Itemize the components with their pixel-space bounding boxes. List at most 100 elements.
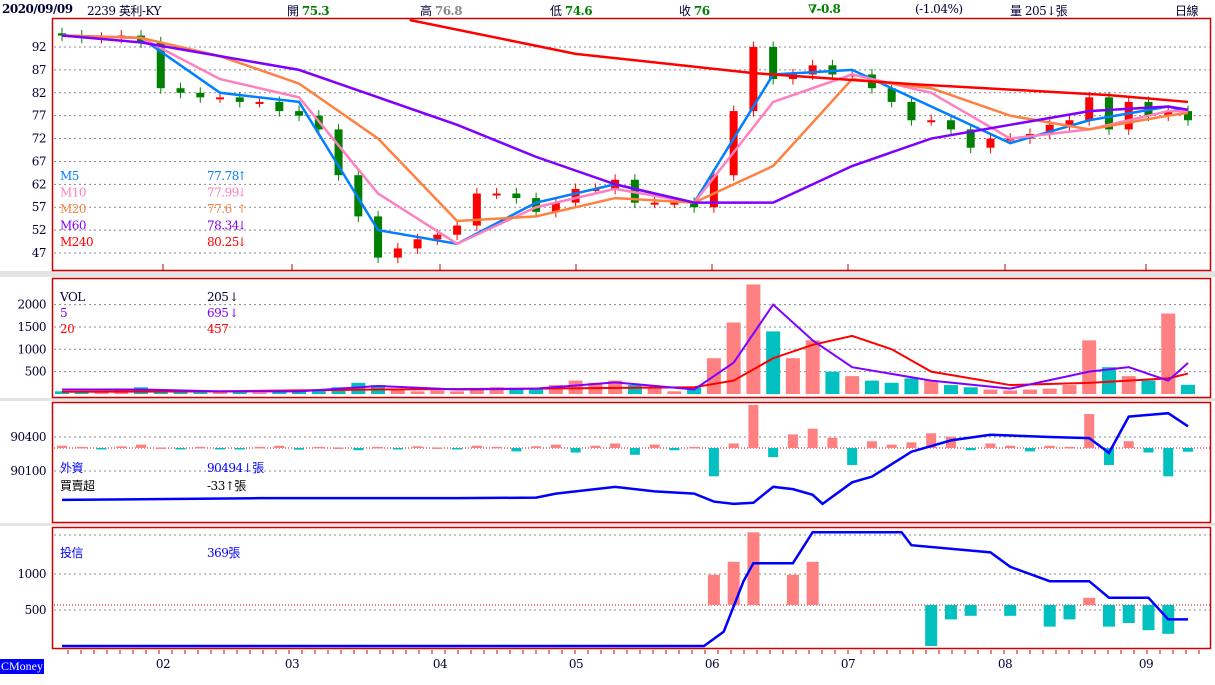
volume-bar: [687, 387, 702, 394]
y-tick-label: 62: [32, 177, 46, 191]
close-value: 76: [693, 4, 710, 18]
legend-name: 外資: [60, 461, 84, 475]
legend-arrow: ↓: [237, 235, 247, 249]
period-selector[interactable]: 日線: [1175, 4, 1199, 18]
trust-net-bar: [806, 561, 819, 605]
volume-bar: [805, 340, 820, 394]
net-buy-bar: [629, 448, 640, 455]
trust-net-bar: [944, 605, 957, 620]
net-buy-bar: [195, 446, 206, 449]
legend-value: 695: [207, 306, 228, 320]
trust-net-bar: [1083, 597, 1096, 605]
net-buy-bar: [708, 448, 719, 477]
volume-bar: [509, 388, 524, 394]
net-buy-bar: [333, 447, 344, 449]
volume-bar: [469, 389, 484, 394]
candle: [156, 42, 165, 89]
candle: [769, 47, 778, 80]
candle: [532, 198, 541, 212]
vol5-line: [62, 303, 1189, 393]
candle: [413, 239, 422, 249]
trust-net-bar: [1004, 605, 1017, 616]
y-tick-label: 500: [25, 603, 46, 617]
net-buy-bar: [1143, 448, 1154, 453]
net-buy-bar: [1044, 445, 1055, 448]
change-value: ∇-0.8: [808, 2, 841, 16]
candle: [551, 202, 560, 212]
net-buy-bar: [76, 446, 87, 449]
net-buy-bar: [610, 443, 621, 448]
x-tick-label: 04: [433, 657, 448, 671]
y-tick-label: 52: [32, 223, 46, 237]
net-buy-bar: [1103, 448, 1114, 465]
legend-name: 5: [60, 306, 67, 320]
trust-net-bar: [1102, 605, 1115, 627]
y-tick-label: 1000: [17, 567, 46, 581]
candle: [966, 129, 975, 148]
net-buy-bar: [847, 448, 858, 465]
candle: [393, 248, 402, 258]
candle: [492, 193, 501, 196]
net-buy-bar: [768, 448, 779, 458]
net-buy-bar: [215, 448, 226, 450]
ma10-line: [61, 34, 1188, 246]
volume-bar: [1161, 313, 1176, 394]
open-value: 75.3: [301, 4, 330, 18]
volume-bar: [430, 390, 445, 394]
candle: [1045, 124, 1054, 134]
legend-arrow: ↑: [237, 202, 247, 216]
high-label: 高: [420, 4, 432, 18]
candle: [571, 188, 580, 203]
net-buy-bar: [471, 445, 482, 448]
volume-bar: [845, 376, 860, 394]
candle: [235, 97, 244, 102]
net-buy-bar: [1005, 445, 1016, 448]
y-tick-label: 67: [32, 154, 46, 168]
net-buy-bar: [807, 428, 818, 448]
candle: [650, 202, 659, 205]
volume-bar: [153, 391, 168, 394]
net-buy-bar: [353, 448, 364, 451]
x-tick-label: 02: [156, 657, 170, 671]
net-buy-bar: [155, 447, 166, 449]
legend-name: M10: [60, 186, 86, 200]
net-buy-bar: [1163, 448, 1174, 477]
net-buy-bar: [491, 446, 502, 449]
trust-net-bar: [727, 561, 740, 605]
y-tick-label: 77: [32, 109, 46, 123]
candle: [295, 111, 304, 116]
volume-bar: [74, 391, 89, 394]
date: 2020/09/09: [2, 2, 73, 16]
stock-name: 2239 英利-KY: [87, 4, 161, 18]
net-buy-bar: [412, 446, 423, 448]
x-tick-label: 07: [841, 657, 855, 671]
net-buy-bar: [96, 448, 107, 450]
volume-bar: [94, 392, 109, 394]
legend-name: M60: [60, 219, 86, 233]
legend-arrow: ↓: [229, 306, 239, 320]
net-buy-bar: [1084, 414, 1095, 448]
volume-bar: [924, 380, 939, 394]
volume-bar: [963, 387, 978, 394]
net-buy-bar: [136, 444, 147, 448]
net-buy-bar: [669, 448, 680, 451]
low-label: 低: [550, 4, 562, 18]
net-buy-bar: [866, 441, 877, 448]
volume-bar: [1003, 390, 1018, 394]
trust-net-bar: [786, 574, 799, 605]
panel-border: [51, 277, 1212, 399]
candle: [1184, 111, 1192, 121]
volume-bar: [568, 380, 583, 394]
net-buy-bar: [175, 448, 186, 450]
candle: [749, 47, 758, 112]
ma60-line: [61, 34, 1189, 204]
candle: [472, 193, 481, 226]
net-buy-bar: [254, 446, 265, 449]
volume-bar: [390, 388, 405, 394]
net-buy-bar: [1064, 446, 1075, 449]
low-value: 74.6: [564, 4, 593, 18]
volume-bar: [410, 391, 425, 394]
net-buy-bar: [1183, 448, 1193, 452]
legend-name: M240: [60, 235, 93, 249]
